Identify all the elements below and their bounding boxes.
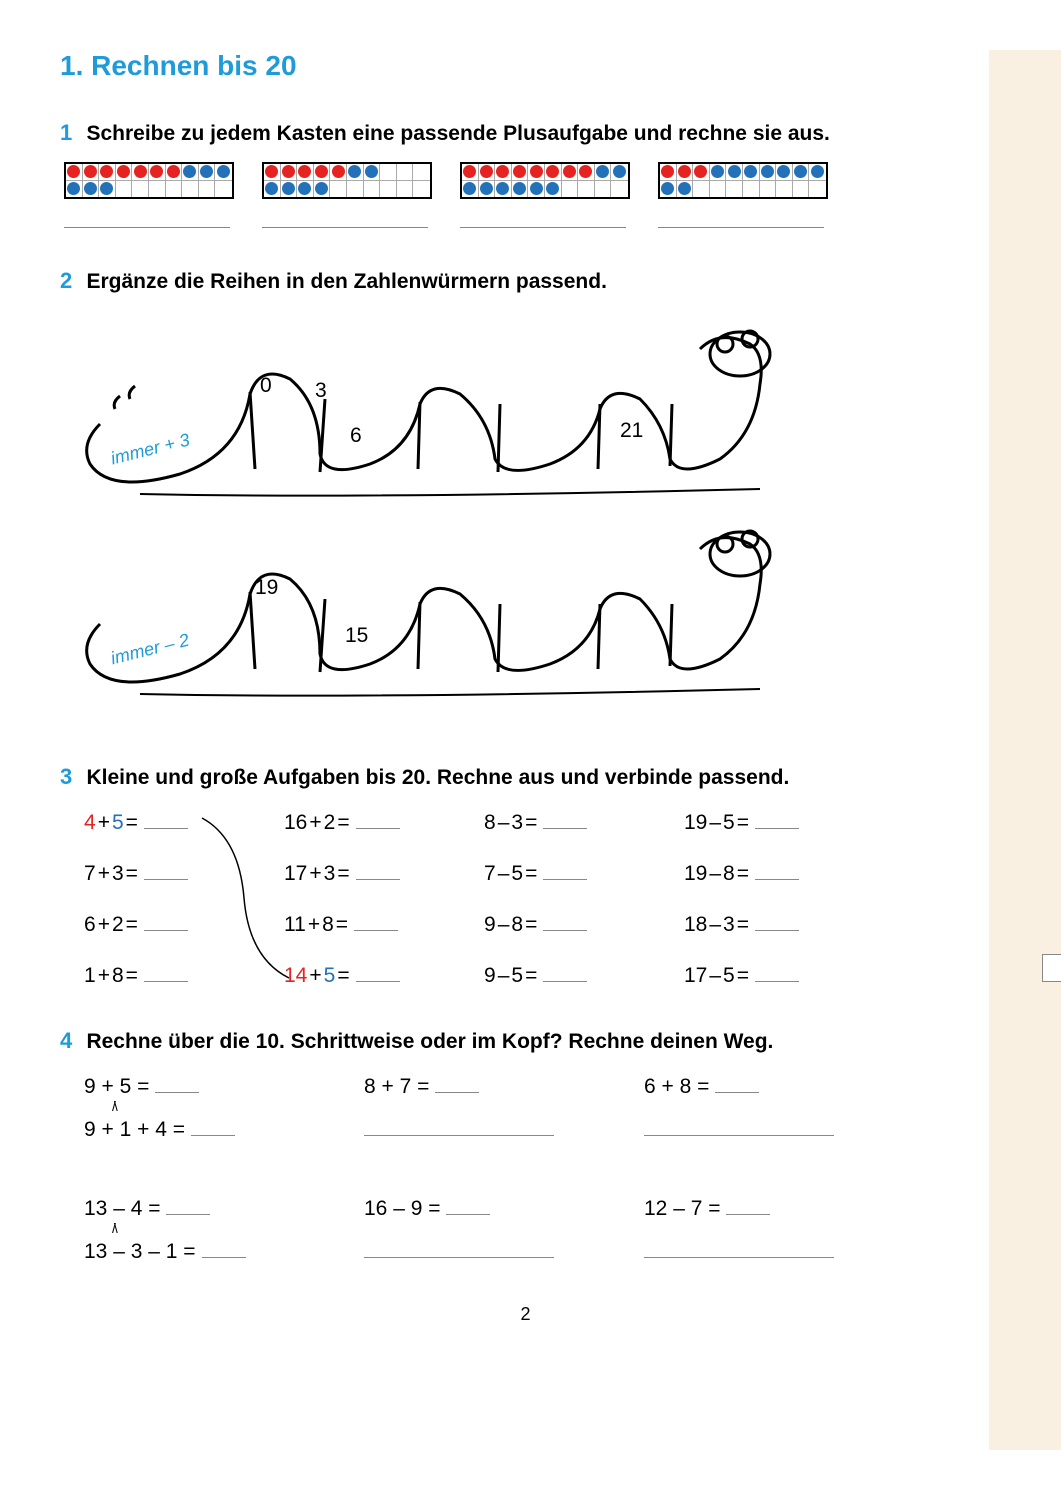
math-problem: 9 – 8 = xyxy=(484,912,684,937)
q2-number: 2 xyxy=(60,268,82,294)
math-problem: 19 – 5 = xyxy=(684,810,884,835)
math-problem: 11 + 8 = xyxy=(284,912,484,937)
answer-blank[interactable] xyxy=(356,810,400,829)
answer-blank[interactable] xyxy=(191,1117,235,1136)
worksheet-page: 1. Rechnen bis 20 1 Schreibe zu jedem Ka… xyxy=(0,0,1061,1500)
answer-blank[interactable] xyxy=(356,861,400,880)
q3-problems: 4 + 5 =16 + 2 =8 – 3 =19 – 5 =7 + 3 =17 … xyxy=(84,810,1061,988)
page-number: 2 xyxy=(60,1304,1061,1325)
answer-blank[interactable] xyxy=(435,1074,479,1093)
answer-blank[interactable] xyxy=(354,912,398,931)
math-problem: 6 + 2 = xyxy=(84,912,284,937)
answer-blank[interactable] xyxy=(202,1239,246,1258)
answer-blank[interactable] xyxy=(166,1196,210,1215)
q3-text: Kleine und große Aufgaben bis 20. Rechne… xyxy=(86,766,789,789)
q4-text: Rechne über die 10. Schrittweise oder im… xyxy=(86,1030,773,1053)
math-problem: 18 – 3 = xyxy=(684,912,884,937)
answer-blank[interactable] xyxy=(144,963,188,982)
answer-blank[interactable] xyxy=(543,963,587,982)
math-problem: 19 – 8 = xyxy=(684,861,884,886)
answer-blank[interactable] xyxy=(726,1196,770,1215)
worms-svg xyxy=(60,304,780,724)
math-problem: 4 + 5 = xyxy=(84,810,284,835)
answer-blank[interactable] xyxy=(755,963,799,982)
answer-blank[interactable] xyxy=(543,912,587,931)
q1-kastens xyxy=(64,162,1061,228)
question-1: 1 Schreibe zu jedem Kasten eine passende… xyxy=(60,120,1061,228)
answer-blank[interactable] xyxy=(155,1074,199,1093)
q3-score: /11,5 xyxy=(1042,954,1061,982)
answer-blank[interactable] xyxy=(356,963,400,982)
math-problem: 9 – 5 = xyxy=(484,963,684,988)
q1-text: Schreibe zu jedem Kasten eine passende P… xyxy=(86,122,829,145)
answer-blank[interactable] xyxy=(755,810,799,829)
math-problem: 14 + 5 = xyxy=(284,963,484,988)
score-input-box[interactable] xyxy=(1042,954,1061,982)
answer-blank[interactable] xyxy=(364,1239,554,1258)
q2-text: Ergänze die Reihen in den Zahlenwürmern … xyxy=(86,270,606,293)
q4-problems: 9 + 5 =/\9 + 1 + 4 =8 + 7 =6 + 8 =13 – 4… xyxy=(84,1074,1061,1264)
answer-blank[interactable] xyxy=(144,810,188,829)
math-problem: 17 – 5 = xyxy=(684,963,884,988)
q1-number: 1 xyxy=(60,120,82,146)
math-problem: 16 + 2 = xyxy=(284,810,484,835)
math-problem: 1 + 8 = xyxy=(84,963,284,988)
math-problem: 8 – 3 = xyxy=(484,810,684,835)
math-problem: 17 + 3 = xyxy=(284,861,484,886)
question-3: 3 Kleine und große Aufgaben bis 20. Rech… xyxy=(60,764,1061,988)
question-4: 4 Rechne über die 10. Schrittweise oder … xyxy=(60,1028,1061,1264)
math-problem: 7 – 5 = xyxy=(484,861,684,886)
q3-number: 3 xyxy=(60,764,82,790)
answer-blank[interactable] xyxy=(644,1239,834,1258)
answer-blank[interactable] xyxy=(446,1196,490,1215)
worm-diagram: immer + 3 0 3 6 21 immer – 2 19 15 xyxy=(60,304,780,724)
question-2: 2 Ergänze die Reihen in den Zahlenwürmer… xyxy=(60,268,1061,724)
answer-blank[interactable] xyxy=(715,1074,759,1093)
answer-blank[interactable] xyxy=(543,810,587,829)
q4-number: 4 xyxy=(60,1028,82,1054)
answer-blank[interactable] xyxy=(644,1117,834,1136)
answer-blank[interactable] xyxy=(144,912,188,931)
answer-blank[interactable] xyxy=(543,861,587,880)
answer-blank[interactable] xyxy=(755,861,799,880)
answer-blank[interactable] xyxy=(755,912,799,931)
page-title: 1. Rechnen bis 20 xyxy=(60,50,1061,82)
answer-blank[interactable] xyxy=(144,861,188,880)
answer-blank[interactable] xyxy=(364,1117,554,1136)
math-problem: 7 + 3 = xyxy=(84,861,284,886)
